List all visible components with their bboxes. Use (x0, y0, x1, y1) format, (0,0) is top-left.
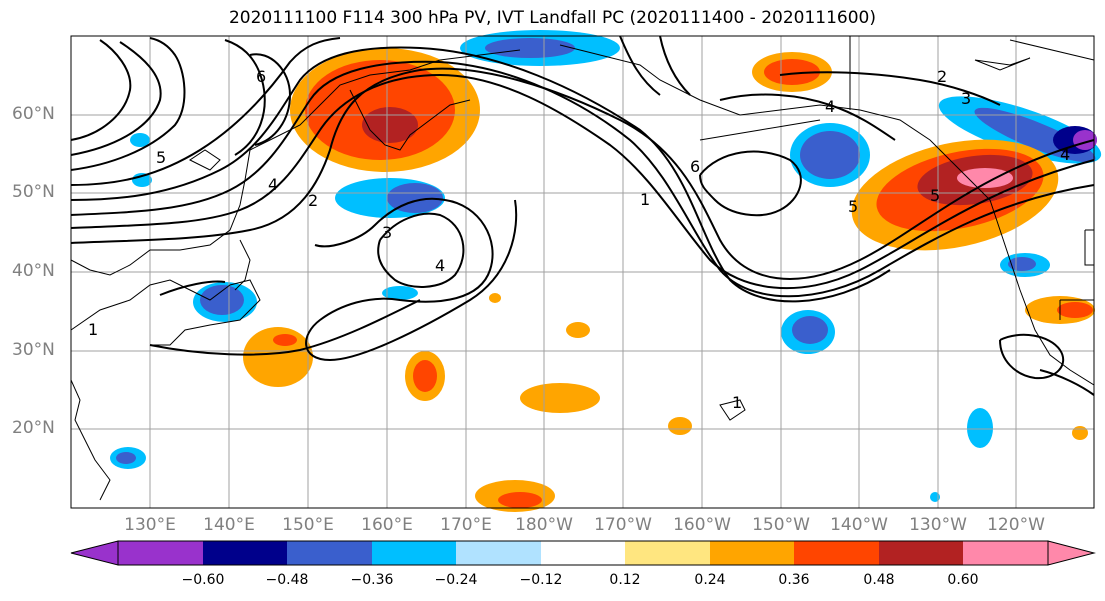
contour-label: 3 (961, 89, 971, 108)
lon-label: 150°W (752, 515, 810, 535)
lon-label: 170°W (594, 515, 652, 535)
contour-label: 2 (308, 191, 318, 210)
lon-label: 120°W (987, 515, 1045, 535)
contour-label: 4 (1060, 145, 1070, 164)
colorbar-segment (541, 541, 625, 565)
colorbar-segment (879, 541, 963, 565)
lon-label: 130°E (124, 515, 176, 535)
colorbar-segment (456, 541, 541, 565)
contour-label: 2 (937, 67, 947, 86)
lat-label: 20°N (12, 418, 55, 438)
lon-label: 160°E (361, 515, 413, 535)
contour-label: 4 (268, 175, 278, 194)
lon-label: 150°E (282, 515, 334, 535)
colorbar-segment (372, 541, 456, 565)
colorbar-segment (203, 541, 287, 565)
contour-label: 1 (732, 393, 742, 412)
coastlines (70, 36, 1095, 501)
colorbar-tick-label: 0.36 (778, 572, 810, 588)
colorbar-segment (287, 541, 372, 565)
lon-label: 160°W (673, 515, 731, 535)
graticule (71, 36, 1094, 508)
colorbar-tick-label: −0.12 (519, 572, 563, 588)
contour-label: 4 (435, 256, 445, 275)
contour-label: 4 (825, 97, 835, 116)
lon-label: 180°W (515, 515, 573, 535)
colorbar-tick-label: −0.24 (434, 572, 478, 588)
contour-label: 5 (156, 148, 166, 167)
lon-label: 130°W (909, 515, 967, 535)
colorbar-segment (710, 541, 794, 565)
colorbar-tick-label: 0.24 (694, 572, 726, 588)
lat-label: 60°N (12, 104, 55, 124)
contour-label: 1 (88, 320, 98, 339)
colorbar-frame (117, 540, 1049, 566)
colorbar-segment (794, 541, 879, 565)
contour-label: 6 (256, 67, 266, 86)
lat-label: 30°N (12, 340, 55, 360)
pv-contours (70, 35, 1095, 396)
colorbar-tick-label: −0.60 (181, 572, 225, 588)
contour-label: 1 (640, 190, 650, 209)
contour-label: 6 (690, 157, 700, 176)
colorbar-extend-min (70, 540, 119, 566)
colorbar-tick-label: −0.48 (265, 572, 309, 588)
map-title: 2020111100 F114 300 hPa PV, IVT Landfall… (228, 8, 876, 28)
colorbar-tick-label: 0.48 (863, 572, 895, 588)
contour-label: 5 (930, 186, 940, 205)
lon-label: 170°E (440, 515, 492, 535)
map-frame (70, 35, 1095, 509)
lon-label: 140°W (830, 515, 888, 535)
colorbar-segment (118, 541, 203, 565)
colorbar-tick-label: 0.60 (947, 572, 979, 588)
contour-label-group: 6 5 4 2 3 4 1 6 1 2 3 4 5 5 4 1 (88, 67, 1070, 412)
colorbar (70, 540, 1096, 566)
colorbar-tick-label: 0.12 (609, 572, 641, 588)
colorbar-segment (625, 541, 710, 565)
contour-label: 5 (848, 197, 858, 216)
colorbar-segment (963, 541, 1048, 565)
contour-label: 3 (382, 223, 392, 242)
colorbar-tick-label: −0.36 (350, 572, 394, 588)
lat-label: 40°N (12, 261, 55, 281)
ivt-shading (110, 30, 1102, 512)
lat-label: 50°N (12, 182, 55, 202)
colorbar-extend-max (1047, 540, 1096, 566)
lon-label: 140°E (203, 515, 255, 535)
